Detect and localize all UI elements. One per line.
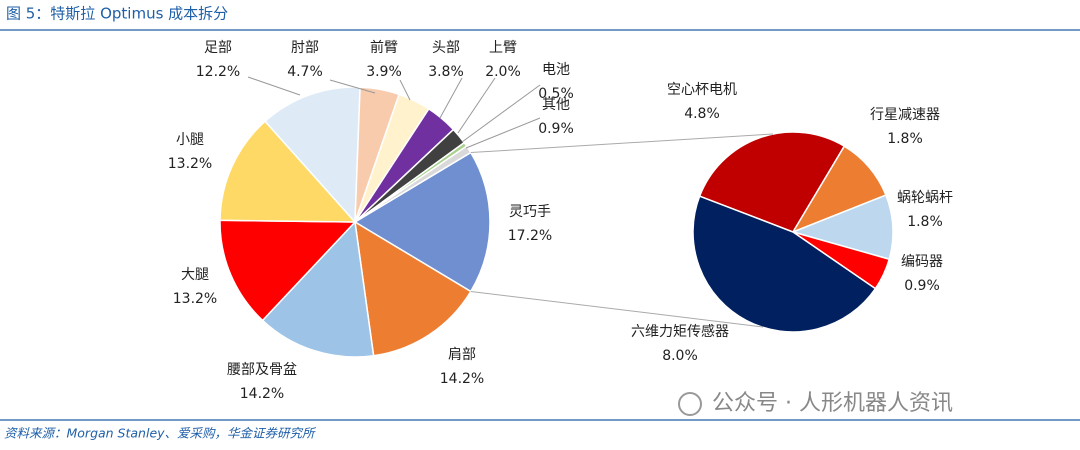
secondary-slice <box>698 131 846 233</box>
slice-label: 肩部 <box>448 347 476 363</box>
secondary-label: 编码器 <box>901 254 943 270</box>
value-label: 14.2% <box>240 386 284 402</box>
value-label: 0.5% <box>538 86 574 102</box>
value-label: 4.7% <box>287 64 323 80</box>
slice-label: 上臂 <box>489 40 517 56</box>
connector <box>470 290 764 328</box>
leader-line <box>457 77 496 134</box>
secondary-slice <box>692 195 877 333</box>
value-label: 13.2% <box>173 291 217 307</box>
leader-line <box>329 79 376 94</box>
leader-line <box>247 76 301 96</box>
value-label: 13.2% <box>168 156 212 172</box>
slice-label: 前臂 <box>370 39 398 56</box>
secondary-value-label: 4.8% <box>684 106 720 122</box>
value-label: 17.2% <box>508 228 552 244</box>
value-label: 3.9% <box>366 64 402 80</box>
leader-line <box>439 77 463 119</box>
watermark-icon <box>678 392 702 416</box>
chart-title: 图 5：特斯拉 Optimus 成本拆分 <box>6 5 228 23</box>
watermark: 公众号 · 人形机器人资讯 <box>712 391 953 416</box>
pie-slice <box>354 220 472 357</box>
secondary-value-label: 8.0% <box>662 348 698 364</box>
slice-label: 其他 <box>542 97 570 113</box>
slice-label: 腰部及骨盆 <box>227 362 297 378</box>
connector <box>470 133 774 154</box>
secondary-value-label: 1.8% <box>907 214 943 230</box>
slice-label: 大腿 <box>181 267 209 283</box>
value-label: 2.0% <box>485 64 521 80</box>
pie-slice <box>354 145 472 223</box>
secondary-value-label: 1.8% <box>887 131 923 147</box>
value-label: 0.9% <box>538 121 574 137</box>
leader-line <box>465 117 541 149</box>
slice-label: 足部 <box>204 40 232 56</box>
secondary-label: 空心杯电机 <box>667 82 737 98</box>
leader-line <box>399 79 411 101</box>
pie-slice <box>261 220 375 358</box>
value-label: 14.2% <box>440 371 484 387</box>
secondary-label: 蜗轮蜗杆 <box>897 190 953 206</box>
source: 资料来源：Morgan Stanley、爱采购，华金证券研究所 <box>4 426 317 441</box>
leader-line <box>461 84 541 143</box>
slice-label: 电池 <box>542 62 570 78</box>
secondary-label: 六维力矩传感器 <box>631 323 729 340</box>
value-label: 12.2% <box>196 64 240 80</box>
value-label: 3.8% <box>428 64 464 80</box>
secondary-value-label: 0.9% <box>904 278 940 294</box>
slice-label: 肘部 <box>291 40 319 56</box>
pie-slice <box>219 120 357 223</box>
slice-label: 小腿 <box>176 132 204 148</box>
slice-label: 灵巧手 <box>509 204 551 220</box>
secondary-label: 行星减速器 <box>870 107 940 123</box>
pie-slice <box>219 219 357 322</box>
slice-label: 头部 <box>432 40 460 56</box>
pie-slice <box>353 151 491 293</box>
